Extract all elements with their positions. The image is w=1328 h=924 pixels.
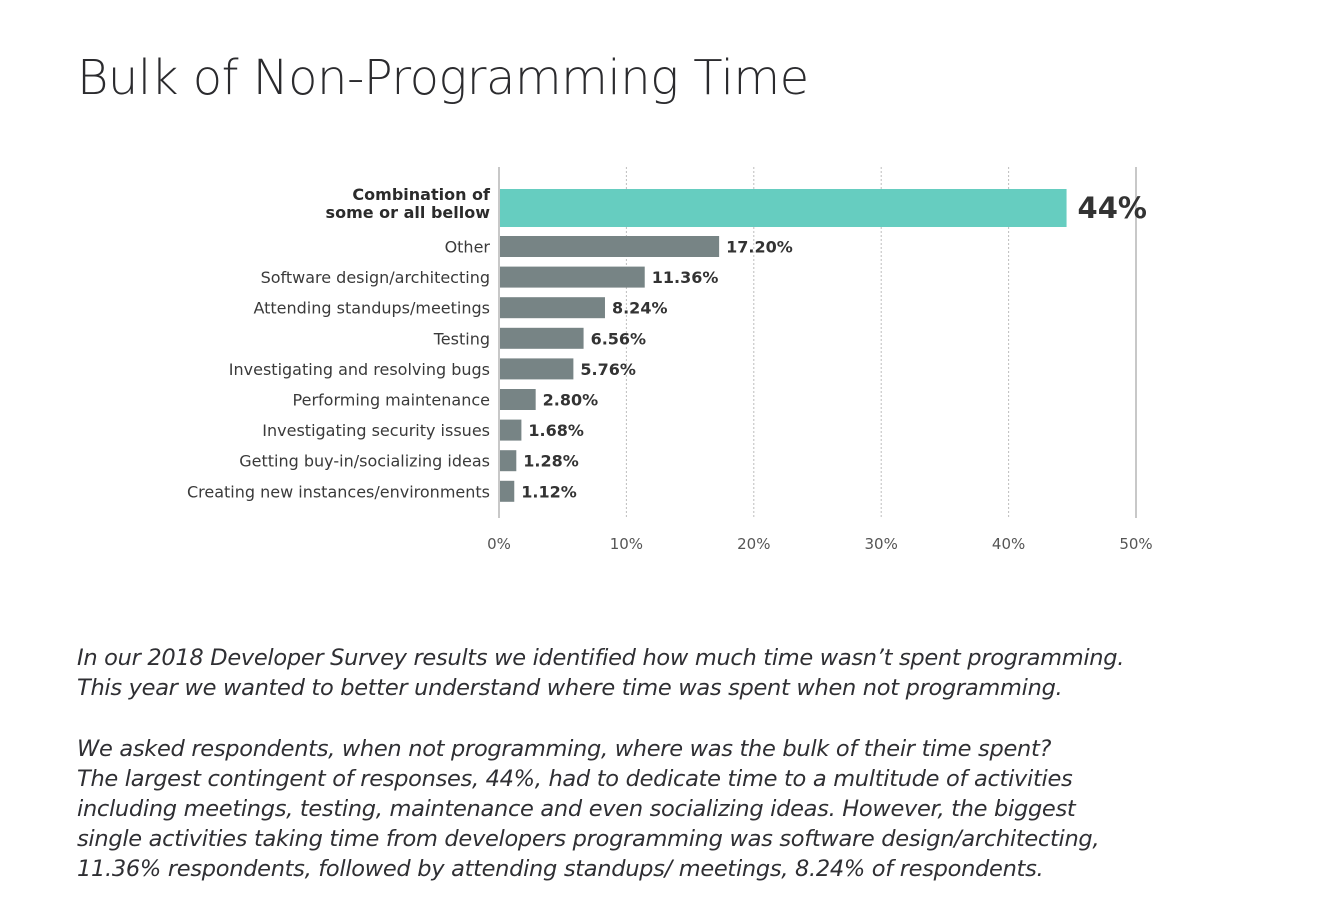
data-label: 5.76% — [580, 360, 636, 379]
description-paragraph-2: We asked respondents, when not programmi… — [77, 735, 1100, 883]
description-paragraph-1: In our 2018 Developer Survey results we … — [77, 645, 1125, 702]
bar — [500, 358, 574, 380]
category-label: Combination of — [352, 185, 491, 204]
data-label: 8.24% — [612, 299, 668, 318]
data-label: 1.12% — [521, 482, 577, 501]
x-tick-label: 30% — [865, 535, 898, 553]
data-label: 1.68% — [528, 421, 584, 440]
x-axis-ticks: 0% 10% 20% 30% 40% 50% — [487, 535, 1153, 553]
bar-highlight — [500, 189, 1067, 227]
bar — [500, 450, 517, 472]
bar — [500, 480, 515, 502]
x-tick-label: 20% — [737, 535, 770, 553]
data-label: 1.28% — [523, 452, 579, 471]
bar — [500, 266, 645, 288]
bar — [500, 327, 584, 349]
bar — [500, 297, 605, 319]
category-label: Attending standups/meetings — [253, 299, 490, 318]
data-label: 6.56% — [591, 329, 647, 348]
x-tick-label: 50% — [1119, 535, 1152, 553]
bars — [500, 189, 1067, 502]
category-label: Performing maintenance — [293, 391, 490, 410]
data-label: 44% — [1078, 191, 1147, 225]
data-label: 11.36% — [652, 268, 719, 287]
data-label: 17.20% — [726, 238, 793, 257]
x-tick-label: 10% — [610, 535, 643, 553]
category-label: Investigating security issues — [262, 421, 490, 440]
bar — [500, 419, 522, 441]
category-label: Other — [445, 238, 491, 257]
x-tick-label: 40% — [992, 535, 1025, 553]
value-labels: 44% 17.20% 11.36% 8.24% 6.56% 5.76% 2.80% 1.68%… — [521, 191, 1147, 501]
category-label: Software design/architecting — [261, 268, 490, 287]
description: In our 2018 Developer Survey results we … — [77, 643, 1307, 915]
x-tick-label: 0% — [487, 535, 511, 553]
bar — [500, 236, 720, 257]
category-label: Creating new instances/environments — [187, 482, 490, 501]
page-title: Bulk of Non-Programming Time — [77, 50, 809, 106]
category-label: Testing — [433, 329, 490, 348]
category-label: Getting buy-in/socializing ideas — [239, 452, 490, 471]
bar — [500, 389, 536, 410]
grid-lines — [498, 167, 1137, 518]
category-label: Investigating and resolving bugs — [229, 360, 490, 379]
category-label: some or all bellow — [326, 203, 491, 222]
data-label: 2.80% — [543, 391, 599, 410]
